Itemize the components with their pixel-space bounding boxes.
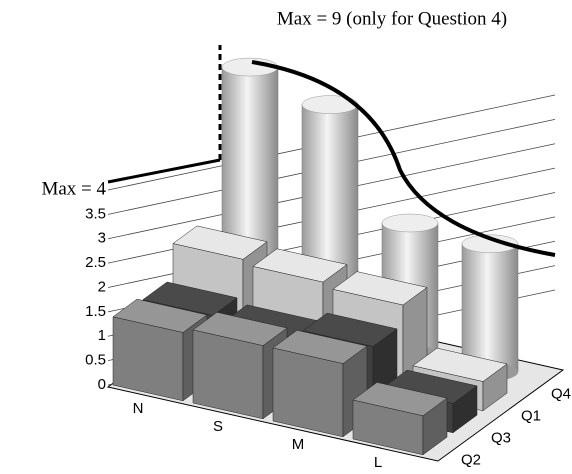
- y-tick-label: Max = 4: [41, 178, 106, 199]
- x-tick-label: M: [292, 436, 305, 453]
- y-tick-label: 2: [98, 278, 106, 295]
- y-tick-label: 0: [98, 376, 106, 393]
- box-top: [252, 248, 348, 283]
- y-tick-label: 1.5: [85, 303, 106, 320]
- y-tick-label: 0.5: [85, 352, 106, 369]
- y-tick-label: 1: [98, 327, 106, 344]
- box-top: [272, 330, 368, 364]
- cylinder: [461, 243, 519, 373]
- box-top: [412, 347, 508, 382]
- series-label: Q1: [521, 408, 541, 425]
- y-tick-label: 3.5: [85, 205, 106, 222]
- y-tick-label: 2.5: [85, 254, 106, 271]
- cylinder-top: [381, 213, 439, 233]
- box-top: [142, 281, 238, 316]
- x-tick-label: S: [213, 418, 223, 435]
- box-top: [112, 298, 208, 333]
- y-tick-label: 3: [98, 230, 106, 247]
- box-top: [192, 312, 288, 346]
- box-top: [352, 382, 448, 417]
- box-top: [172, 225, 268, 260]
- x-tick-label: L: [374, 454, 382, 471]
- box-top: [332, 271, 428, 306]
- series-label: Q3: [491, 430, 511, 447]
- x-tick-label: N: [133, 400, 144, 417]
- trend-curve: [251, 60, 556, 257]
- cylinder-top: [461, 234, 519, 254]
- max-guide: [107, 158, 221, 184]
- box-top: [302, 312, 398, 347]
- series-label: Q4: [551, 386, 571, 403]
- box: [352, 382, 448, 456]
- series-label: Q2: [461, 452, 481, 469]
- annotation: Max = 9 (only for Question 4): [277, 8, 507, 29]
